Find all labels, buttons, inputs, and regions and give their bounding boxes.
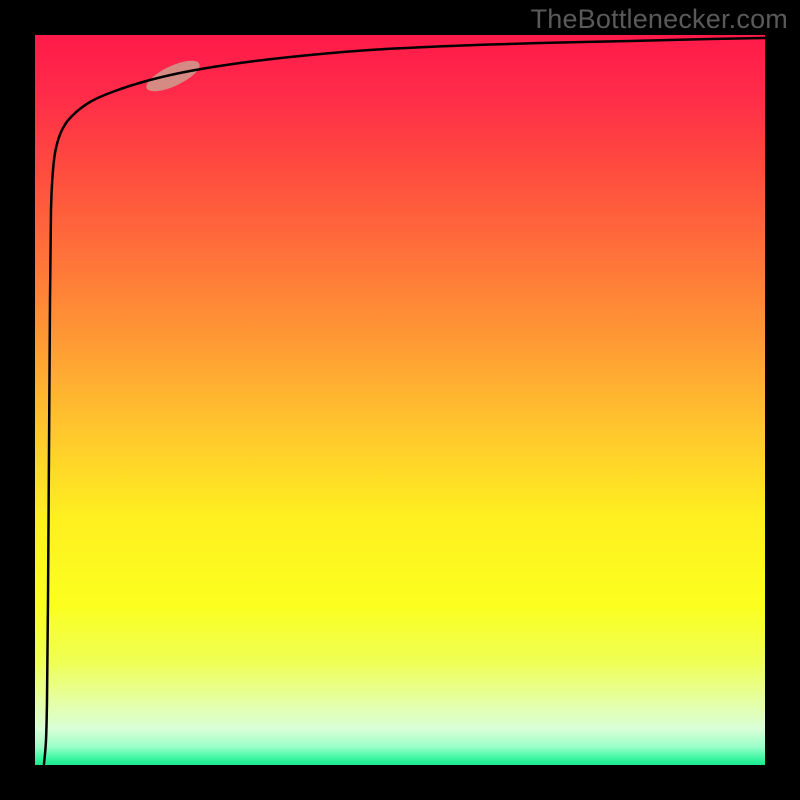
gradient-background <box>35 35 765 765</box>
chart-container: { "watermark": { "text": "TheBottlenecke… <box>0 0 800 800</box>
bottleneck-chart <box>0 0 800 800</box>
